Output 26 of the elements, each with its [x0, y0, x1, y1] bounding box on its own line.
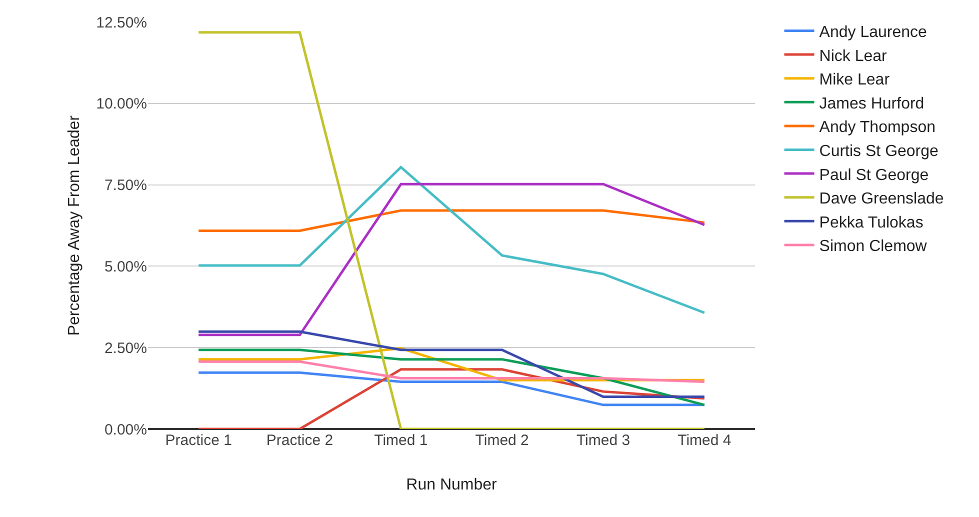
- y-tick-label: 12.50%: [96, 14, 147, 32]
- legend-label: Nick Lear: [819, 48, 888, 65]
- x-axis-title: Run Number: [406, 476, 498, 494]
- legend-label: James Hurford: [819, 95, 924, 112]
- legend-label: Pekka Tulokas: [819, 214, 924, 232]
- legend-label: Dave Greenslade: [819, 190, 944, 208]
- x-tick-label: Practice 2: [266, 432, 334, 449]
- y-tick-label: 2.50%: [104, 340, 147, 357]
- x-tick-label: Timed 4: [678, 432, 732, 449]
- y-tick-label: 7.50%: [104, 177, 147, 194]
- legend-label: Simon Clemow: [819, 238, 928, 256]
- y-tick-label: 10.00%: [96, 96, 147, 113]
- line-series: [197, 348, 706, 406]
- x-tick-label: Timed 2: [475, 432, 529, 449]
- y-tick-label: 0.00%: [104, 421, 147, 438]
- x-tick-label: Timed 1: [374, 432, 428, 449]
- legend-label: Andy Laurence: [819, 24, 928, 41]
- legend-label: Andy Thompson: [819, 119, 936, 136]
- x-tick-label: Timed 3: [576, 432, 630, 449]
- legend-label: Curtis St George: [819, 143, 939, 160]
- legend-label: Mike Lear: [819, 72, 890, 89]
- y-axis-title: Percentage Away From Leader: [66, 114, 84, 336]
- line-series: [197, 166, 706, 314]
- y-tick-label: 5.00%: [104, 258, 147, 276]
- legend-label: Paul St George: [819, 166, 929, 184]
- x-tick-label: Practice 1: [165, 432, 232, 449]
